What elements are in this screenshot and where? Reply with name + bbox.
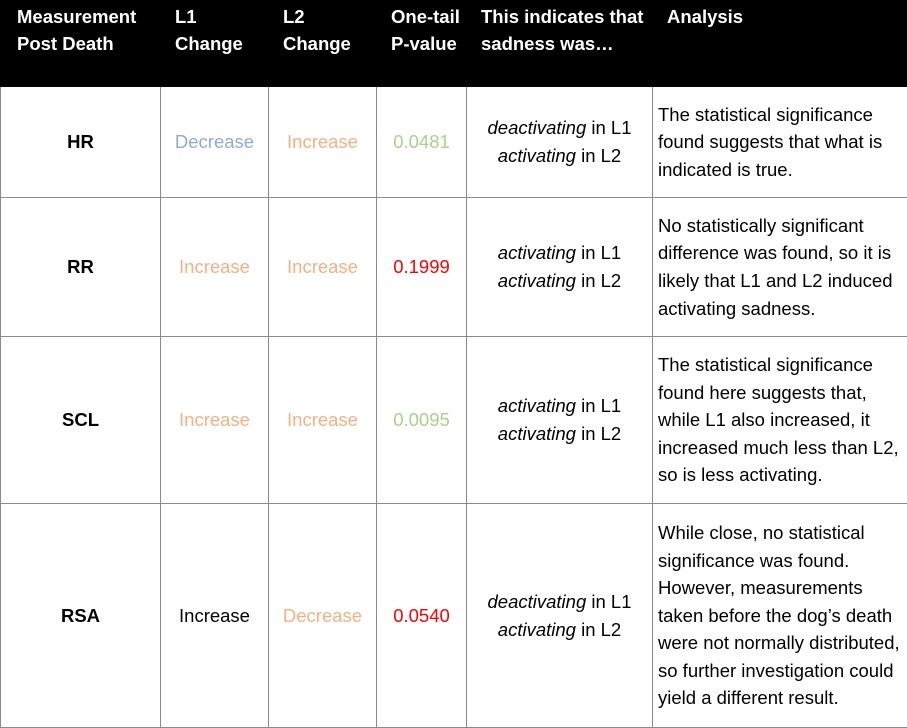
indicates-l2: activating in L2 xyxy=(471,616,648,644)
indicates-l1-suffix: in L1 xyxy=(576,242,621,263)
header-analysis: Analysis xyxy=(653,1,907,87)
indicates-l2-word: activating xyxy=(498,270,576,291)
indicates-l2-suffix: in L2 xyxy=(576,619,621,640)
indicates-l2: activating in L2 xyxy=(471,420,648,448)
l2-change-cell: Increase xyxy=(269,337,377,504)
measurement-cell: SCL xyxy=(1,337,161,504)
indicates-l1-word: deactivating xyxy=(488,591,587,612)
indicates-l1: deactivating in L1 xyxy=(471,588,648,616)
l2-change-cell: Increase xyxy=(269,198,377,337)
table-row-scl: SCL Increase Increase 0.0095 activating … xyxy=(1,337,907,504)
analysis-cell: While close, no statistical significance… xyxy=(653,504,907,728)
measurement-cell: HR xyxy=(1,87,161,198)
l1-change-cell: Increase xyxy=(161,198,269,337)
indicates-l1: activating in L1 xyxy=(471,392,648,420)
analysis-cell: The statistical significance found sugge… xyxy=(653,87,907,198)
indicates-l2-suffix: in L2 xyxy=(576,423,621,444)
header-l2-change: L2 Change xyxy=(269,1,377,87)
indicates-cell: deactivating in L1 activating in L2 xyxy=(467,87,653,198)
l1-change-cell: Increase xyxy=(161,504,269,728)
indicates-l2-suffix: in L2 xyxy=(576,145,621,166)
indicates-l1-word: activating xyxy=(498,395,576,416)
l1-change-cell: Increase xyxy=(161,337,269,504)
analysis-cell: No statistically significant difference … xyxy=(653,198,907,337)
header-row: Measurement Post Death L1 Change L2 Chan… xyxy=(1,1,907,87)
analysis-cell: The statistical significance found here … xyxy=(653,337,907,504)
header-measurement: Measurement Post Death xyxy=(1,1,161,87)
indicates-l1-word: activating xyxy=(498,242,576,263)
header-p-value: One-tail P-value xyxy=(377,1,467,87)
l2-change-cell: Decrease xyxy=(269,504,377,728)
indicates-l1-suffix: in L1 xyxy=(586,117,631,138)
indicates-l1-suffix: in L1 xyxy=(576,395,621,416)
header-l1-change: L1 Change xyxy=(161,1,269,87)
table-row-hr: HR Decrease Increase 0.0481 deactivating… xyxy=(1,87,907,198)
p-value-cell: 0.0540 xyxy=(377,504,467,728)
indicates-cell: activating in L1 activating in L2 xyxy=(467,337,653,504)
indicates-l1-word: deactivating xyxy=(488,117,587,138)
l2-change-cell: Increase xyxy=(269,87,377,198)
indicates-l2: activating in L2 xyxy=(471,267,648,295)
indicates-cell: activating in L1 activating in L2 xyxy=(467,198,653,337)
measurement-cell: RR xyxy=(1,198,161,337)
l1-change-cell: Decrease xyxy=(161,87,269,198)
p-value-cell: 0.0481 xyxy=(377,87,467,198)
measurement-cell: RSA xyxy=(1,504,161,728)
table-row-rsa: RSA Increase Decrease 0.0540 deactivatin… xyxy=(1,504,907,728)
p-value-cell: 0.1999 xyxy=(377,198,467,337)
indicates-l2-suffix: in L2 xyxy=(576,270,621,291)
indicates-l2-word: activating xyxy=(498,619,576,640)
table-row-rr: RR Increase Increase 0.1999 activating i… xyxy=(1,198,907,337)
indicates-l1: activating in L1 xyxy=(471,239,648,267)
indicates-cell: deactivating in L1 activating in L2 xyxy=(467,504,653,728)
indicates-l1: deactivating in L1 xyxy=(471,114,648,142)
header-indicates: This indicates that sadness was… xyxy=(467,1,653,87)
indicates-l1-suffix: in L1 xyxy=(586,591,631,612)
indicates-l2-word: activating xyxy=(498,423,576,444)
p-value-cell: 0.0095 xyxy=(377,337,467,504)
indicates-l2: activating in L2 xyxy=(471,142,648,170)
indicates-l2-word: activating xyxy=(498,145,576,166)
